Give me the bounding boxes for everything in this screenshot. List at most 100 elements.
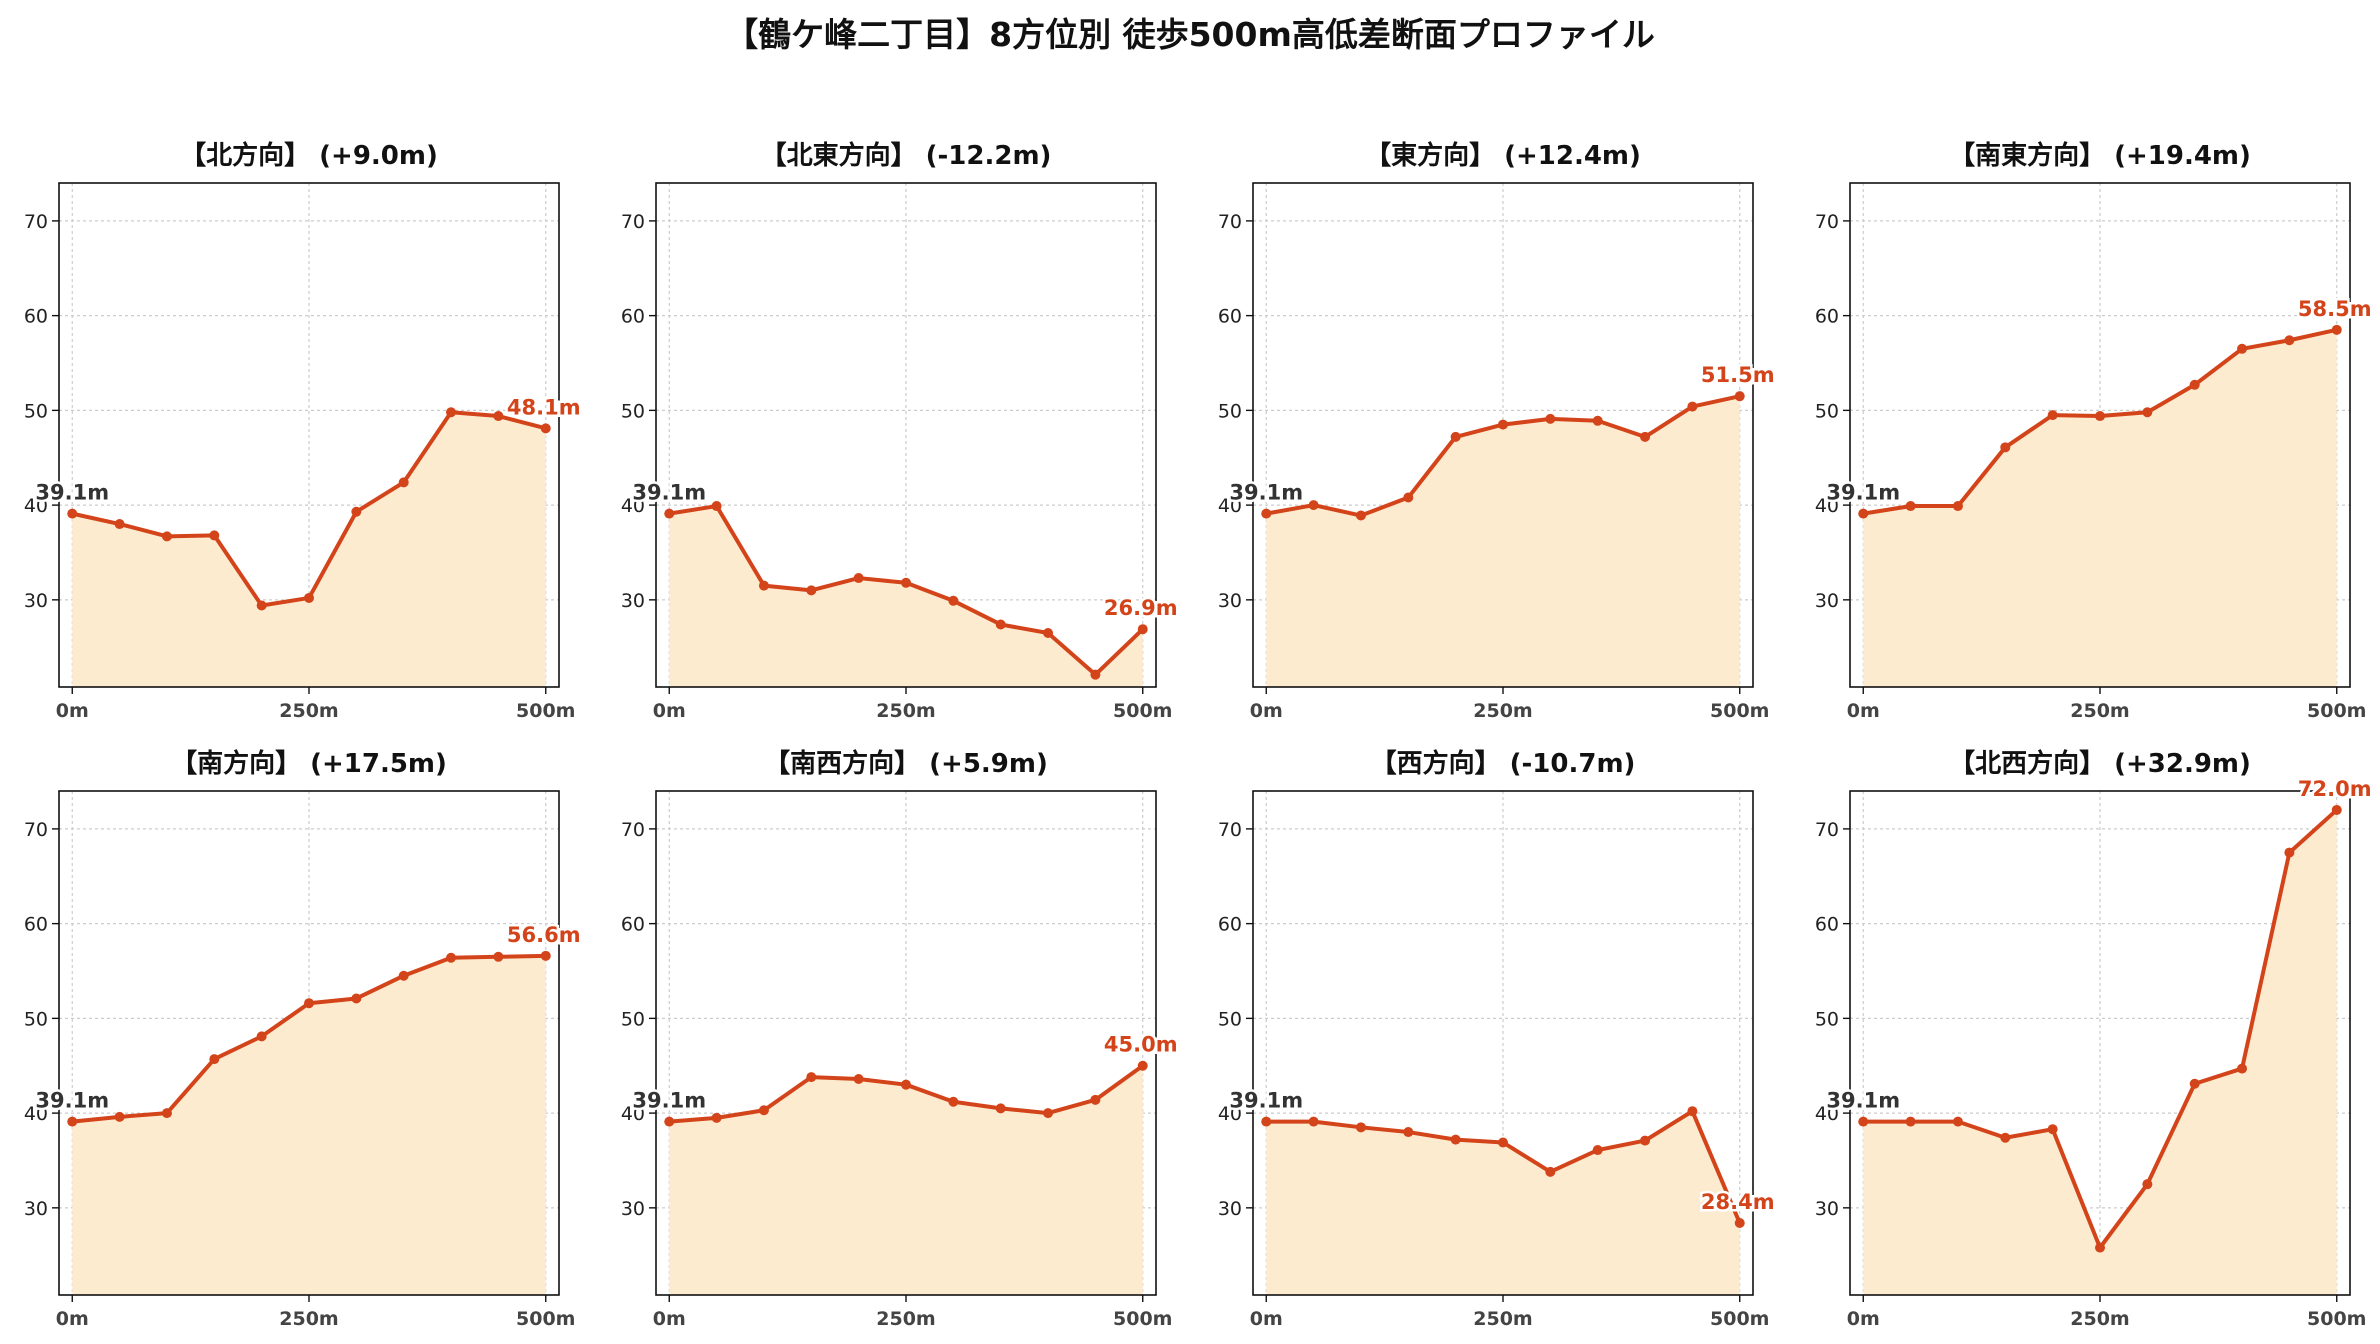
- data-point: [1261, 508, 1272, 519]
- data-point: [256, 1031, 267, 1042]
- data-point: [995, 619, 1006, 630]
- series-area: [72, 412, 546, 687]
- data-point: [1592, 415, 1603, 426]
- data-point: [1687, 1106, 1698, 1117]
- y-tick-label: 60: [1815, 914, 1839, 936]
- y-tick-label: 30: [24, 590, 48, 612]
- series-area: [669, 506, 1143, 687]
- x-tick-label: 250m: [279, 1308, 338, 1330]
- y-tick-label: 50: [1815, 400, 1839, 422]
- data-point: [1450, 431, 1461, 442]
- data-point: [493, 951, 504, 962]
- panel-0: 【北方向】 (+9.0m) 30 40 50 60 70 0m 250m 500m 39.1m 48…: [24, 140, 583, 722]
- y-tick-label: 50: [621, 1008, 645, 1030]
- end-value-label: 48.1m: [507, 395, 581, 419]
- data-point: [1905, 1116, 1916, 1127]
- data-point: [2142, 1179, 2153, 1190]
- data-point: [304, 998, 314, 1009]
- end-value-label: 28.4m: [1701, 1190, 1775, 1214]
- data-point: [2189, 1078, 2200, 1089]
- panel-title: 【南方向】 (+17.5m): [171, 748, 447, 779]
- data-point: [1355, 510, 1366, 521]
- y-tick-label: 40: [24, 495, 48, 517]
- y-tick-label: 40: [24, 1103, 48, 1125]
- data-point: [1137, 624, 1148, 635]
- y-tick-label: 60: [1218, 914, 1242, 936]
- data-point: [948, 595, 959, 606]
- data-point: [1592, 1145, 1603, 1156]
- data-point: [1905, 501, 1916, 512]
- panel-title: 【南東方向】 (+19.4m): [1949, 140, 2251, 171]
- start-value-label: 39.1m: [1826, 481, 1900, 505]
- x-tick-label: 0m: [1250, 700, 1283, 722]
- data-point: [161, 1108, 172, 1119]
- y-tick-label: 70: [1815, 211, 1839, 233]
- end-value-label: 45.0m: [1104, 1033, 1178, 1057]
- data-point: [1545, 413, 1556, 424]
- panel-1: 【北東方向】 (-12.2m) 30 40 50 60 70 0m 250m 500m 39.1m…: [621, 140, 1180, 722]
- data-point: [2189, 379, 2200, 390]
- data-point: [446, 952, 457, 963]
- y-tick-label: 30: [621, 1198, 645, 1220]
- panel-title: 【東方向】 (+12.4m): [1365, 140, 1641, 171]
- x-tick-label: 500m: [2307, 1308, 2366, 1330]
- data-point: [2095, 1242, 2105, 1253]
- y-tick-label: 30: [1218, 1198, 1242, 1220]
- data-point: [995, 1103, 1006, 1114]
- y-tick-label: 60: [621, 306, 645, 328]
- data-point: [2331, 324, 2342, 335]
- y-tick-label: 50: [621, 400, 645, 422]
- figure-title: 【鶴ケ峰二丁目】8方位別 徒歩500m高低差断面プロファイル: [725, 15, 1655, 54]
- data-point: [2142, 407, 2153, 418]
- data-point: [1498, 1137, 1508, 1148]
- data-point: [1090, 669, 1101, 680]
- y-tick-label: 30: [1815, 590, 1839, 612]
- start-value-label: 39.1m: [1229, 481, 1303, 505]
- x-tick-label: 250m: [1473, 700, 1532, 722]
- data-point: [1545, 1166, 1556, 1177]
- y-tick-label: 40: [1218, 1103, 1242, 1125]
- data-point: [1687, 401, 1698, 412]
- x-tick-label: 0m: [56, 1308, 89, 1330]
- y-tick-label: 70: [1815, 819, 1839, 841]
- data-point: [256, 600, 267, 611]
- y-tick-label: 60: [621, 914, 645, 936]
- data-point: [1090, 1094, 1101, 1105]
- data-point: [2047, 410, 2058, 421]
- data-point: [758, 580, 769, 591]
- data-point: [1355, 1122, 1366, 1133]
- data-point: [806, 1072, 817, 1083]
- data-point: [67, 508, 78, 519]
- y-tick-label: 40: [621, 495, 645, 517]
- data-point: [2047, 1124, 2058, 1135]
- x-tick-label: 500m: [516, 700, 575, 722]
- x-tick-label: 250m: [2070, 1308, 2129, 1330]
- end-value-label: 56.6m: [507, 923, 581, 947]
- x-tick-label: 500m: [2307, 700, 2366, 722]
- data-point: [1498, 419, 1508, 430]
- series-area: [1863, 329, 2337, 687]
- data-point: [161, 531, 172, 542]
- data-point: [1450, 1134, 1461, 1145]
- data-point: [1308, 500, 1319, 511]
- end-value-label: 72.0m: [2298, 777, 2372, 801]
- y-tick-label: 30: [1218, 590, 1242, 612]
- data-point: [664, 1116, 675, 1127]
- data-point: [209, 1054, 220, 1065]
- x-tick-label: 250m: [876, 700, 935, 722]
- data-point: [901, 577, 911, 588]
- data-point: [1858, 1116, 1869, 1127]
- data-point: [2237, 1063, 2248, 1074]
- x-tick-label: 250m: [279, 700, 338, 722]
- data-point: [2095, 411, 2105, 422]
- y-tick-label: 70: [24, 211, 48, 233]
- data-point: [664, 508, 675, 519]
- data-point: [2237, 343, 2248, 354]
- panel-7: 【北西方向】 (+32.9m) 30 40 50 60 70 0m 250m 500m 39.1m…: [1815, 748, 2374, 1330]
- data-point: [2000, 1132, 2011, 1143]
- series-area: [1266, 396, 1740, 687]
- y-tick-label: 40: [1218, 495, 1242, 517]
- data-point: [1308, 1116, 1319, 1127]
- panel-2: 【東方向】 (+12.4m) 30 40 50 60 70 0m 250m 500m 39.1m 5…: [1218, 140, 1777, 722]
